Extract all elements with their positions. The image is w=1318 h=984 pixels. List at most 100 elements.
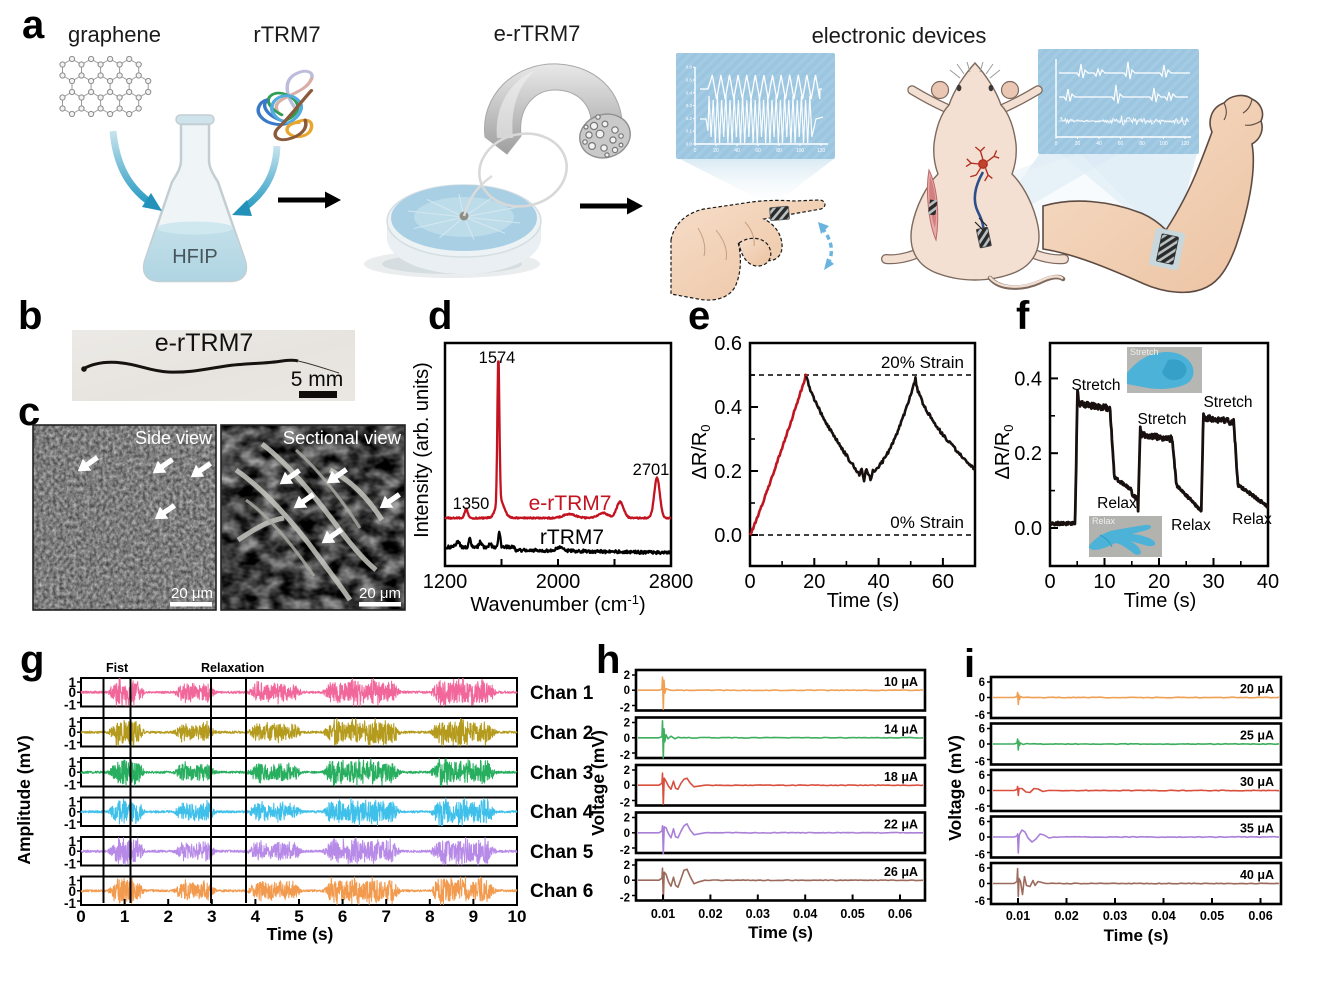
svg-text:0.02: 0.02: [1054, 909, 1078, 923]
svg-text:Fist: Fist: [106, 661, 129, 675]
svg-text:0: 0: [744, 571, 755, 593]
svg-text:1574: 1574: [479, 349, 516, 367]
svg-text:Relax: Relax: [1171, 517, 1211, 534]
svg-text:Sectional view: Sectional view: [283, 427, 402, 448]
svg-text:0.4: 0.4: [1014, 368, 1042, 390]
svg-text:Relax: Relax: [1097, 495, 1137, 512]
svg-text:0: 0: [1055, 141, 1058, 147]
svg-text:10 μA: 10 μA: [884, 675, 918, 689]
svg-text:6: 6: [979, 863, 985, 875]
svg-text:Time (s): Time (s): [1124, 590, 1197, 612]
svg-text:graphene: graphene: [68, 22, 161, 47]
svg-text:2701: 2701: [633, 461, 670, 479]
svg-text:20% Strain: 20% Strain: [881, 353, 964, 372]
svg-text:0.01: 0.01: [1006, 909, 1030, 923]
svg-text:120: 120: [1181, 141, 1190, 147]
svg-text:20 μA: 20 μA: [1240, 682, 1274, 696]
svg-text:0.4: 0.4: [714, 397, 742, 419]
svg-text:1: 1: [68, 795, 76, 810]
svg-text:0.02: 0.02: [698, 907, 722, 921]
svg-text:-6: -6: [975, 850, 985, 862]
svg-text:1: 1: [68, 755, 76, 770]
svg-text:0: 0: [68, 725, 76, 740]
svg-text:0.06: 0.06: [1248, 909, 1272, 923]
svg-text:0: 0: [68, 685, 76, 700]
svg-text:Relax: Relax: [1092, 516, 1116, 526]
svg-text:20: 20: [1148, 571, 1170, 593]
svg-text:6: 6: [979, 724, 985, 736]
svg-text:40: 40: [1257, 571, 1279, 593]
svg-text:Time (s): Time (s): [748, 923, 813, 942]
svg-text:40: 40: [1096, 141, 1102, 147]
svg-text:40 μA: 40 μA: [1240, 868, 1274, 882]
svg-text:8: 8: [425, 907, 434, 926]
svg-text:22 μA: 22 μA: [884, 818, 918, 832]
svg-text:Amplitude (mV): Amplitude (mV): [14, 735, 34, 864]
svg-text:4: 4: [251, 907, 261, 926]
svg-text:0: 0: [76, 907, 85, 926]
svg-text:0: 0: [979, 786, 985, 798]
svg-text:e-rTRM7: e-rTRM7: [155, 329, 254, 357]
svg-text:5: 5: [294, 907, 303, 926]
svg-text:Stretch: Stretch: [1137, 411, 1186, 428]
svg-text:0: 0: [624, 780, 630, 792]
svg-text:Chan 3: Chan 3: [530, 763, 593, 784]
svg-text:0.4: 0.4: [686, 90, 693, 95]
svg-text:20 μm: 20 μm: [171, 585, 213, 602]
svg-text:0.06: 0.06: [888, 907, 912, 921]
svg-text:6: 6: [979, 677, 985, 689]
svg-text:-1: -1: [64, 738, 76, 753]
svg-text:-2: -2: [620, 703, 630, 715]
svg-text:-1: -1: [64, 896, 76, 911]
svg-text:Time (s): Time (s): [827, 590, 900, 612]
svg-text:0: 0: [624, 685, 630, 697]
svg-text:0: 0: [624, 733, 630, 745]
svg-text:30 μA: 30 μA: [1240, 775, 1274, 789]
svg-text:Chan 4: Chan 4: [530, 802, 594, 823]
svg-text:0.2: 0.2: [686, 116, 693, 121]
svg-text:25 μA: 25 μA: [1240, 729, 1274, 743]
svg-text:0.0: 0.0: [1014, 518, 1042, 540]
svg-text:20: 20: [1075, 141, 1081, 147]
svg-text:-1: -1: [64, 698, 76, 713]
svg-text:2: 2: [624, 765, 630, 777]
svg-text:e-rTRM7: e-rTRM7: [529, 492, 612, 515]
svg-text:120: 120: [817, 148, 826, 154]
svg-text:0.5: 0.5: [686, 78, 693, 83]
svg-text:Stretch: Stretch: [1071, 377, 1120, 394]
svg-text:-2: -2: [620, 750, 630, 762]
svg-text:1: 1: [68, 675, 76, 690]
svg-text:Chan 2: Chan 2: [530, 723, 593, 744]
svg-text:20 μm: 20 μm: [359, 585, 401, 602]
svg-text:Voltage (mV): Voltage (mV): [588, 730, 608, 836]
svg-text:0.03: 0.03: [1103, 909, 1127, 923]
svg-text:0.2: 0.2: [714, 461, 742, 483]
svg-text:20: 20: [803, 571, 825, 593]
svg-text:18 μA: 18 μA: [884, 770, 918, 784]
svg-text:0.04: 0.04: [1151, 909, 1175, 923]
svg-text:1: 1: [68, 715, 76, 730]
svg-text:1: 1: [120, 907, 129, 926]
svg-text:60: 60: [1118, 141, 1124, 147]
svg-text:Chan 5: Chan 5: [530, 842, 594, 863]
svg-text:0: 0: [979, 739, 985, 751]
svg-text:40: 40: [734, 148, 740, 154]
svg-text:ΔR/R0: ΔR/R0: [689, 424, 713, 479]
svg-text:-1: -1: [64, 857, 76, 872]
svg-text:e-rTRM7: e-rTRM7: [494, 21, 581, 46]
svg-text:0.6: 0.6: [686, 65, 693, 70]
svg-text:6: 6: [338, 907, 347, 926]
svg-text:Time (s): Time (s): [267, 924, 334, 944]
svg-text:0.0: 0.0: [714, 525, 742, 547]
svg-text:2: 2: [624, 670, 630, 682]
svg-text:40: 40: [867, 571, 889, 593]
svg-text:0: 0: [624, 828, 630, 840]
svg-text:1350: 1350: [453, 495, 490, 513]
svg-text:-2: -2: [620, 845, 630, 857]
svg-text:6: 6: [979, 817, 985, 829]
svg-text:0.0: 0.0: [686, 142, 693, 147]
svg-text:-6: -6: [975, 710, 985, 722]
svg-text:0: 0: [979, 693, 985, 705]
svg-text:0: 0: [68, 884, 76, 899]
svg-text:0: 0: [624, 875, 630, 887]
